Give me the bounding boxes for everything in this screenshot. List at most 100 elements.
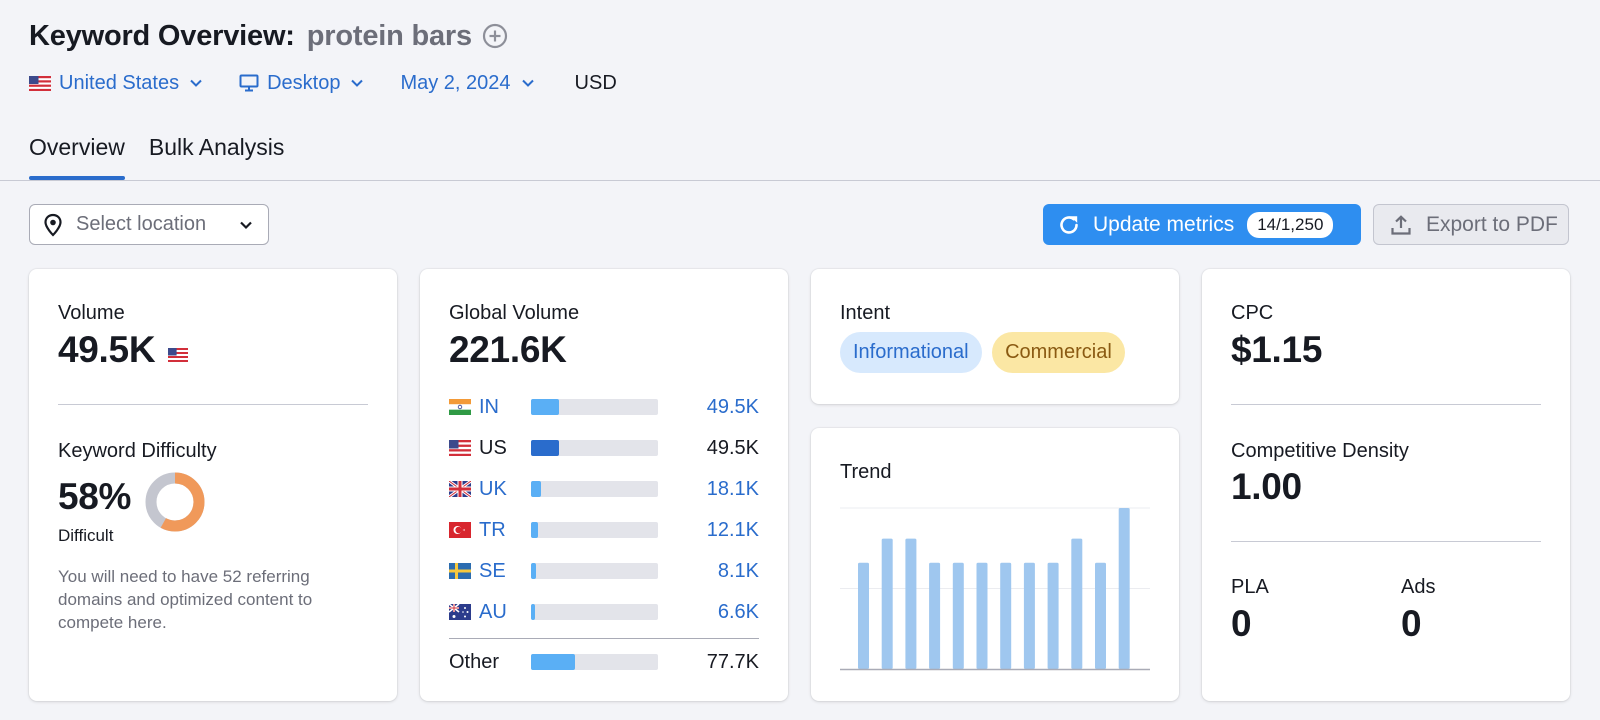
country-code: US	[479, 436, 507, 459]
metrics-count-badge: 14/1,250	[1247, 211, 1334, 238]
other-bar	[531, 654, 658, 670]
country-dropdown[interactable]: United States	[29, 72, 203, 95]
kd-donut-arc	[145, 472, 205, 532]
density-label: Competitive Density	[1231, 440, 1409, 462]
kd-donut-chart	[145, 472, 205, 532]
intent-badges: Informational Commercial	[840, 332, 1125, 373]
volume-label: Volume	[58, 302, 125, 324]
date-dropdown[interactable]: May 2, 2024	[400, 72, 534, 95]
chevron-down-icon	[521, 79, 534, 87]
tab-bulk-analysis[interactable]: Bulk Analysis	[148, 134, 285, 160]
trend-bar[interactable]	[905, 538, 917, 669]
date-label: May 2, 2024	[400, 71, 511, 94]
cpc-divider	[1231, 404, 1541, 405]
device-label: Desktop	[267, 71, 341, 94]
country-row-au[interactable]: AU 6.6K	[449, 599, 759, 625]
location-placeholder: Select location	[76, 213, 207, 235]
tab-bar: Overview Bulk Analysis	[29, 132, 308, 180]
chevron-down-icon	[240, 221, 252, 229]
us-flag-icon	[29, 75, 51, 91]
country-row-other: Other 77.7K	[449, 649, 759, 675]
country-bar	[531, 481, 658, 497]
country-bar	[531, 440, 658, 456]
country-code: IN	[479, 395, 499, 418]
update-metrics-label: Update metrics	[1093, 212, 1235, 236]
country-row-in[interactable]: IN 49.5K	[449, 394, 759, 420]
trend-bar[interactable]	[1095, 562, 1106, 669]
trend-bar[interactable]	[1023, 562, 1035, 669]
pla-value: 0	[1231, 603, 1252, 644]
refresh-icon	[1060, 215, 1078, 234]
volume-value: 49.5K	[58, 329, 156, 370]
country-code: SE	[479, 559, 506, 582]
desktop-icon	[239, 74, 259, 92]
volume-divider	[58, 404, 368, 405]
export-pdf-label: Export to PDF	[1426, 212, 1558, 236]
device-dropdown[interactable]: Desktop	[239, 72, 364, 95]
keyword-title: protein bars	[306, 19, 472, 52]
trend-bar[interactable]	[881, 538, 893, 669]
kd-description: You will need to have 52 referring domai…	[58, 567, 313, 632]
pla-label: PLA	[1231, 576, 1269, 598]
country-value: 18.1K	[706, 477, 759, 500]
density-value: 1.00	[1231, 466, 1302, 507]
update-metrics-button[interactable]: Update metrics 14/1,250	[1043, 204, 1361, 245]
ads-label: Ads	[1401, 576, 1436, 598]
country-row-uk[interactable]: UK 18.1K	[449, 476, 759, 502]
country-bar-fill	[531, 604, 535, 620]
country-bar	[531, 604, 658, 620]
tabs-divider	[0, 180, 1600, 181]
kd-label: Keyword Difficulty	[58, 440, 217, 462]
trend-card: Trend	[811, 428, 1179, 701]
location-select[interactable]: Select location	[29, 204, 269, 245]
trend-label: Trend	[840, 461, 892, 483]
add-circle-icon[interactable]	[482, 23, 508, 49]
country-bar-fill	[531, 522, 538, 538]
cpc-value: $1.15	[1231, 329, 1323, 370]
trend-bar[interactable]	[1000, 562, 1012, 669]
cpc-card: CPC $1.15 Competitive Density 1.00 PLA 0…	[1202, 269, 1570, 701]
cpc-label: CPC	[1231, 302, 1274, 324]
global-volume-card: Global Volume 221.6K IN 49.5K US 49.5K U…	[420, 269, 788, 701]
trend-bar[interactable]	[976, 562, 988, 669]
trend-bar[interactable]	[929, 562, 941, 669]
australia-flag-icon	[449, 604, 471, 620]
country-code: AU	[479, 600, 507, 623]
ads-value: 0	[1401, 603, 1422, 644]
country-value: 49.5K	[706, 395, 759, 418]
country-value: 6.6K	[717, 600, 759, 623]
trend-bar[interactable]	[1118, 508, 1130, 669]
sweden-flag-icon	[449, 563, 471, 579]
export-pdf-button[interactable]: Export to PDF	[1373, 204, 1569, 245]
trend-bar[interactable]	[858, 562, 869, 669]
us-flag-icon	[449, 440, 471, 456]
filter-bar: United States Desktop May 2, 2024 USD	[29, 68, 617, 98]
global-divider	[449, 638, 759, 639]
country-bar-fill	[531, 440, 559, 456]
chevron-down-icon	[351, 79, 364, 87]
country-code: UK	[479, 477, 507, 500]
upload-icon	[1391, 214, 1411, 235]
intent-label: Intent	[840, 302, 891, 324]
trend-bar[interactable]	[1047, 562, 1059, 669]
intent-badge-informational: Informational	[840, 332, 982, 373]
country-bar-fill	[531, 481, 542, 497]
country-row-se[interactable]: SE 8.1K	[449, 558, 759, 584]
country-row-tr[interactable]: TR 12.1K	[449, 517, 759, 543]
kd-value: 58%	[58, 476, 132, 517]
us-flag-icon	[167, 347, 188, 362]
country-label: United States	[59, 71, 180, 94]
global-volume-value: 221.6K	[449, 329, 567, 370]
global-volume-label: Global Volume	[449, 302, 580, 324]
country-row-us: US 49.5K	[449, 435, 759, 461]
trend-bar[interactable]	[952, 562, 964, 669]
page-title: Keyword Overview:	[29, 19, 295, 52]
chevron-down-icon	[190, 79, 202, 87]
tab-overview[interactable]: Overview	[29, 132, 125, 180]
kd-level: Difficult	[58, 526, 114, 545]
country-value: 8.1K	[717, 559, 759, 582]
intent-badge-commercial: Commercial	[992, 332, 1125, 373]
other-label: Other	[449, 650, 500, 673]
title-row: Keyword Overview: protein bars	[29, 18, 508, 54]
trend-bar[interactable]	[1071, 538, 1083, 669]
